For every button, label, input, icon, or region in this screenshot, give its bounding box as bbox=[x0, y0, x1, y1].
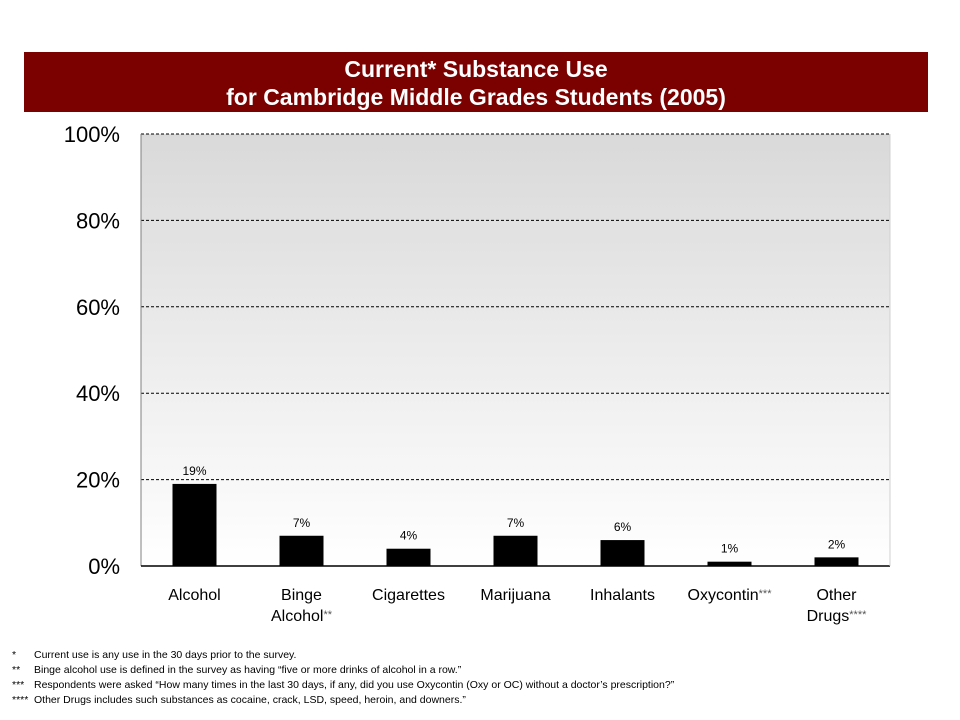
data-labels: 19% 7% 4% 7% 6% 1% 2% bbox=[182, 464, 845, 556]
bar bbox=[707, 561, 752, 566]
x-tick-label: Binge bbox=[281, 587, 322, 604]
data-label: 1% bbox=[721, 542, 739, 556]
chart-title-line-1: Current* Substance Use bbox=[344, 56, 608, 82]
plot-area bbox=[141, 134, 890, 566]
data-label: 7% bbox=[507, 516, 525, 530]
data-label: 6% bbox=[614, 520, 632, 534]
x-tick-label: Oxycontin*** bbox=[688, 587, 773, 604]
data-label: 19% bbox=[182, 464, 206, 478]
x-tick-label: Drugs**** bbox=[807, 608, 868, 625]
x-tick-label: Cigarettes bbox=[372, 587, 445, 604]
footnote-2: ** Binge alcohol use is defined in the su… bbox=[12, 663, 942, 678]
footnote-mark: ** bbox=[12, 664, 21, 676]
y-tick-label: 40% bbox=[76, 381, 120, 406]
x-tick-label: Other bbox=[816, 587, 857, 604]
x-tick-label: Alcohol bbox=[168, 587, 220, 604]
y-tick-label: 100% bbox=[64, 122, 120, 147]
bar bbox=[493, 535, 538, 566]
footnote-mark: * bbox=[12, 649, 17, 661]
footnote-3: *** Respondents were asked “How many time… bbox=[12, 678, 942, 693]
bar bbox=[600, 540, 645, 566]
y-tick-label: 0% bbox=[88, 554, 120, 579]
bars bbox=[172, 483, 859, 566]
y-tick-label: 60% bbox=[76, 295, 120, 320]
data-label: 4% bbox=[400, 529, 418, 543]
footnote-text: Other Drugs includes such substances as … bbox=[34, 694, 466, 706]
footnote-text: Binge alcohol use is defined in the surv… bbox=[34, 664, 462, 676]
chart-title-bar: Current* Substance Use for Cambridge Mid… bbox=[24, 52, 928, 112]
footnotes: * Current use is any use in the 30 days p… bbox=[12, 648, 942, 708]
footnote-mark: **** bbox=[12, 694, 29, 706]
y-tick-label: 20% bbox=[76, 468, 120, 493]
bar bbox=[814, 557, 859, 566]
bar bbox=[279, 535, 324, 566]
x-tick-label: Marijuana bbox=[480, 587, 550, 604]
bar-chart: 0% 20% 40% 60% 80% 100% 19% 7% 4% 7% 6% 1% 2% Alcoh… bbox=[64, 122, 891, 625]
footnote-4: **** Other Drugs includes such substances… bbox=[12, 693, 942, 708]
x-tick-label: Alcohol** bbox=[271, 608, 333, 625]
y-tick-labels: 0% 20% 40% 60% 80% 100% bbox=[64, 122, 120, 579]
x-tick-label: Inhalants bbox=[590, 587, 655, 604]
data-label: 2% bbox=[828, 537, 846, 551]
data-label: 7% bbox=[293, 516, 311, 530]
footnote-text: Current use is any use in the 30 days pr… bbox=[34, 649, 297, 661]
bar bbox=[386, 548, 431, 566]
y-tick-label: 80% bbox=[76, 208, 120, 233]
footnote-mark: *** bbox=[12, 679, 25, 691]
chart-title-line-2: for Cambridge Middle Grades Students (20… bbox=[226, 84, 726, 110]
footnote-text: Respondents were asked “How many times i… bbox=[34, 679, 675, 691]
footnote-1: * Current use is any use in the 30 days p… bbox=[12, 648, 942, 663]
bar bbox=[172, 483, 217, 566]
x-tick-labels: Alcohol Binge Alcohol** Cigarettes Marijuana… bbox=[168, 587, 867, 625]
